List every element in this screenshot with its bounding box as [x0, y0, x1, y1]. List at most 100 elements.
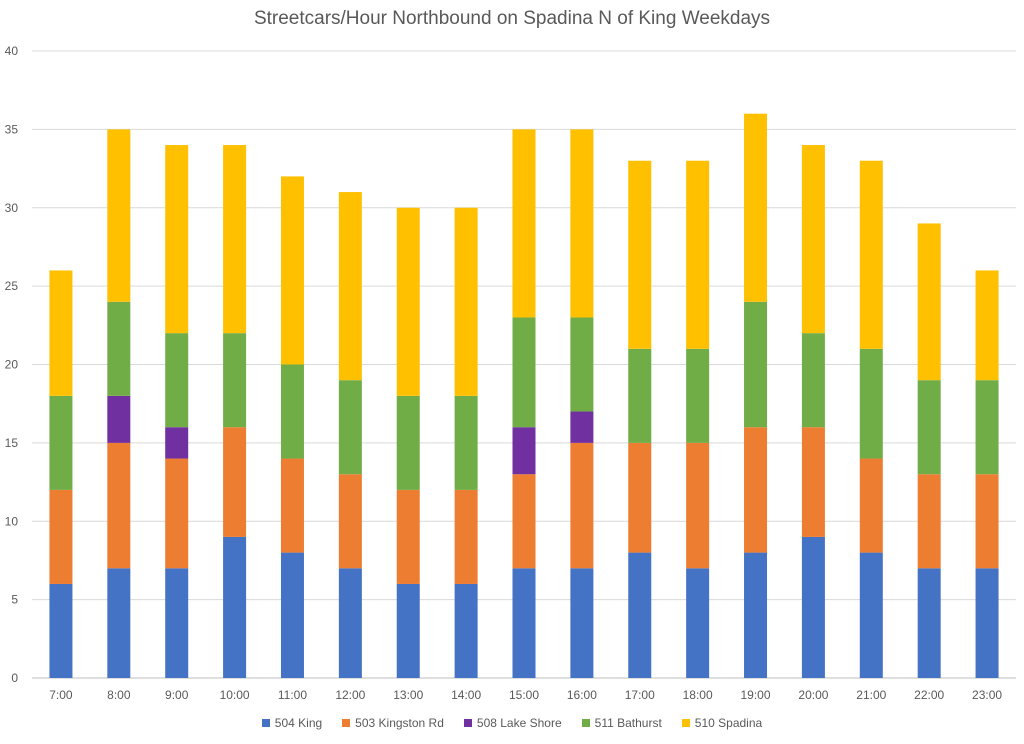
chart-title: Streetcars/Hour Northbound on Spadina N …: [253, 8, 771, 29]
legend-item: 508 Lake Shore: [463, 716, 562, 730]
bars: [49, 113, 999, 678]
bar-segment-510-spadina: [801, 145, 825, 334]
bar-segment-504-king: [223, 536, 247, 678]
legend-item: 510 Spadina: [681, 716, 762, 730]
bar-segment-511-bathurst: [744, 301, 768, 428]
bar-segment-511-bathurst: [49, 395, 73, 490]
legend-item: 511 Bathurst: [581, 716, 662, 730]
y-tick-label: 0: [11, 671, 18, 685]
legend-swatch: [261, 719, 270, 727]
bar-segment-511-bathurst: [859, 348, 883, 459]
x-tick-label: 10:00: [220, 688, 250, 702]
y-tick-label: 30: [5, 201, 19, 215]
x-tick-label: 7:00: [49, 688, 73, 702]
bar-segment-510-spadina: [628, 160, 652, 349]
bar-segment-503-kingston-rd: [570, 442, 594, 569]
bar-segment-510-spadina: [338, 192, 362, 381]
legend: 504 King 503 Kingston Rd 508 Lake Shore 511…: [0, 716, 1024, 730]
bar-segment-504-king: [975, 568, 999, 678]
legend-item: 503 Kingston Rd: [342, 716, 444, 730]
bar-segment-503-kingston-rd: [280, 458, 304, 553]
bar-segment-511-bathurst: [570, 317, 594, 412]
bar-segment-511-bathurst: [512, 317, 536, 428]
x-axis-tick-labels: 7:00 8:00 9:00 10:00 11:00 12:00 13:00 14:00 15:…: [49, 688, 1002, 702]
legend-label: 504 King: [274, 716, 323, 730]
x-tick-label: 14:00: [451, 688, 481, 702]
x-tick-label: 12:00: [335, 688, 365, 702]
legend-swatch: [581, 719, 590, 727]
bar-segment-510-spadina: [107, 129, 131, 302]
bar-segment-511-bathurst: [396, 395, 420, 490]
bar-segment-510-spadina: [859, 160, 883, 349]
x-tick-label: 21:00: [856, 688, 886, 702]
x-tick-label: 15:00: [509, 688, 539, 702]
bar-segment-511-bathurst: [917, 380, 941, 475]
legend-item: 504 King: [261, 716, 323, 730]
y-axis-tick-labels: 0 5 10 15 20 25 30 35 40: [5, 44, 19, 685]
legend-label: 508 Lake Shore: [476, 716, 562, 730]
bar-segment-503-kingston-rd: [223, 427, 247, 537]
x-tick-label: 17:00: [625, 688, 655, 702]
bar-segment-510-spadina: [396, 207, 420, 396]
bar-segment-510-spadina: [223, 145, 247, 334]
bar-segment-511-bathurst: [338, 380, 362, 475]
y-tick-label: 20: [5, 358, 19, 372]
bar-segment-508-lake-shore: [107, 395, 131, 443]
y-tick-label: 5: [11, 593, 18, 607]
x-tick-label: 11:00: [278, 688, 307, 702]
y-tick-label: 15: [5, 436, 19, 450]
bar-segment-503-kingston-rd: [165, 458, 189, 569]
y-tick-label: 40: [5, 44, 19, 58]
legend-label: 503 Kingston Rd: [355, 716, 444, 730]
bar-segment-508-lake-shore: [570, 411, 594, 443]
legend-swatch: [681, 719, 690, 727]
bar-segment-503-kingston-rd: [49, 489, 73, 584]
bar-segment-511-bathurst: [165, 333, 189, 428]
bar-segment-504-king: [107, 568, 131, 678]
bar-segment-511-bathurst: [454, 395, 478, 490]
bar-segment-510-spadina: [454, 207, 478, 396]
x-tick-label: 18:00: [683, 688, 713, 702]
bar-segment-510-spadina: [744, 113, 768, 302]
bar-segment-511-bathurst: [801, 333, 825, 428]
bar-segment-511-bathurst: [280, 364, 304, 459]
x-tick-label: 13:00: [393, 688, 423, 702]
bar-segment-510-spadina: [49, 270, 73, 396]
y-tick-label: 10: [5, 514, 19, 528]
bar-segment-503-kingston-rd: [686, 442, 710, 569]
x-tick-label: 19:00: [741, 688, 771, 702]
legend-label: 511 Bathurst: [594, 716, 662, 730]
bar-segment-510-spadina: [686, 160, 710, 349]
bar-segment-504-king: [628, 552, 652, 678]
bar-segment-503-kingston-rd: [512, 474, 536, 569]
bar-segment-510-spadina: [917, 223, 941, 381]
bar-segment-504-king: [744, 552, 768, 678]
bar-segment-504-king: [396, 583, 420, 678]
bar-segment-510-spadina: [512, 129, 536, 318]
bar-segment-504-king: [49, 583, 73, 678]
bar-segment-503-kingston-rd: [744, 427, 768, 553]
bar-segment-510-spadina: [280, 176, 304, 365]
bar-segment-504-king: [570, 568, 594, 678]
bar-segment-508-lake-shore: [512, 427, 536, 475]
bar-segment-504-king: [512, 568, 536, 678]
bar-segment-503-kingston-rd: [917, 474, 941, 569]
bar-segment-503-kingston-rd: [801, 427, 825, 537]
legend-swatch: [342, 719, 351, 727]
bar-segment-504-king: [454, 583, 478, 678]
bar-segment-503-kingston-rd: [628, 442, 652, 553]
bar-segment-511-bathurst: [686, 348, 710, 443]
bar-segment-510-spadina: [570, 129, 594, 318]
bar-segment-511-bathurst: [223, 333, 247, 428]
bar-segment-511-bathurst: [975, 380, 999, 475]
bar-segment-510-spadina: [975, 270, 999, 381]
bar-segment-504-king: [686, 568, 710, 678]
bar-segment-503-kingston-rd: [107, 442, 131, 569]
x-tick-label: 23:00: [972, 688, 1002, 702]
x-tick-label: 20:00: [798, 688, 828, 702]
bar-segment-503-kingston-rd: [396, 489, 420, 584]
bar-segment-510-spadina: [165, 145, 189, 334]
bar-segment-503-kingston-rd: [859, 458, 883, 553]
x-tick-label: 9:00: [165, 688, 189, 702]
bar-segment-511-bathurst: [628, 348, 652, 443]
